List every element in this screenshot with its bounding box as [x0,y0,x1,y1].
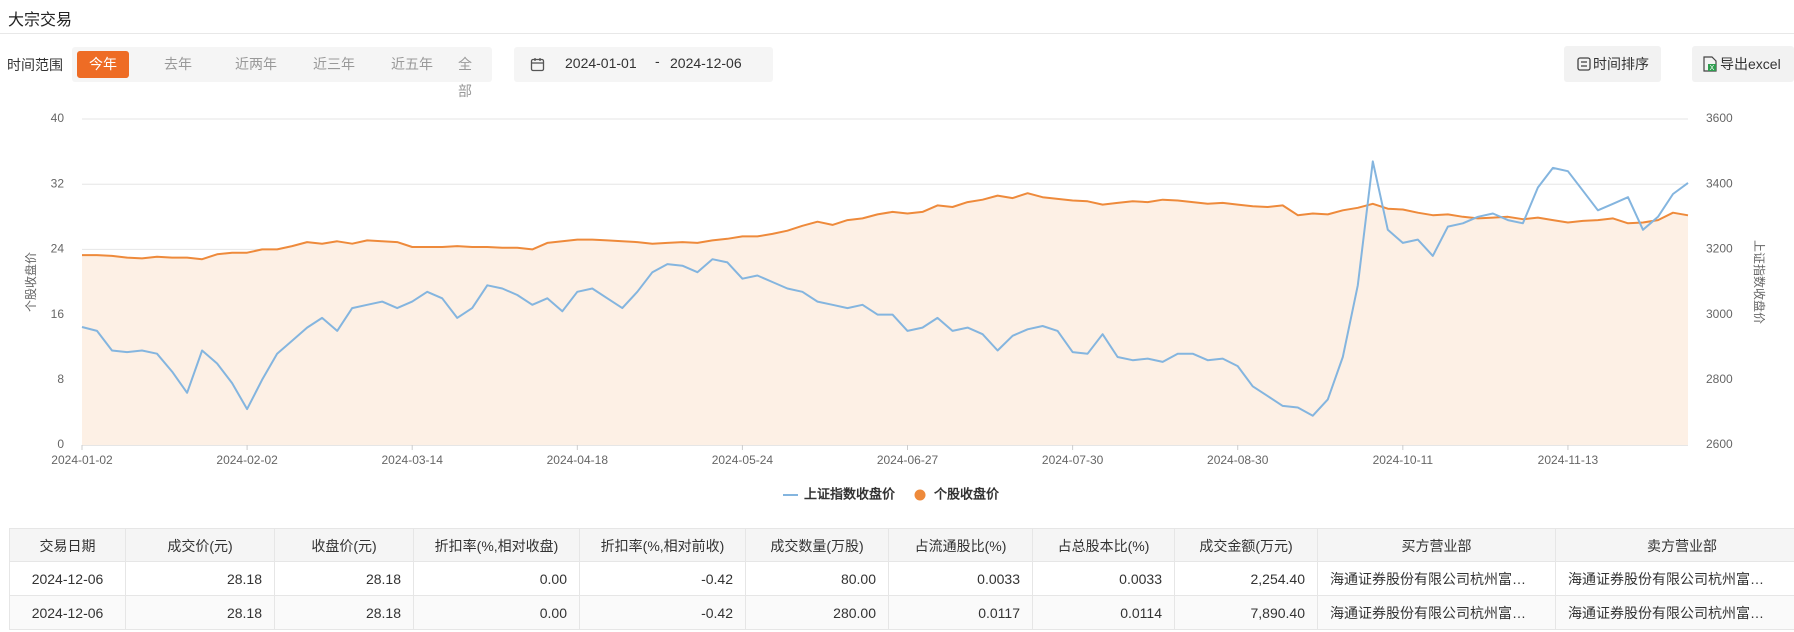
y-tick-label: 8 [57,372,64,386]
table-cell: 海通证券股份有限公司杭州富… [1318,562,1556,596]
x-tick-label: 2024-05-24 [712,453,774,467]
x-tick-label: 2024-02-02 [216,453,278,467]
range-options: 今年 去年 近两年 近三年 近五年 全部 [72,47,492,99]
column-header: 占流通股比(%) [889,528,1033,562]
svg-text:X: X [1710,65,1715,72]
y-axis-title: 个股收盘价 [23,252,38,312]
x-tick-label: 2024-06-27 [877,453,939,467]
page-title: 大宗交易 [8,12,73,29]
table-cell: -0.42 [580,596,746,630]
column-header: 折扣率(%,相对收盘) [414,528,580,562]
series-line [82,192,1689,261]
y-tick-label: 16 [51,307,65,321]
x-tick-label: 2024-01-02 [51,453,113,467]
excel-icon: X [1703,56,1717,72]
column-header: 交易日期 [9,528,126,562]
date-end: 2024-12-06 [670,55,742,71]
table-cell: 2,254.40 [1175,562,1318,596]
table-cell: 海通证券股份有限公司杭州富… [1556,562,1794,596]
table-cell: 7,890.40 [1175,596,1318,630]
x-tick-label: 2024-11-13 [1538,453,1599,467]
x-tick-label: 2024-03-14 [382,453,444,467]
table-cell: -0.42 [580,562,746,596]
column-header: 成交数量(万股) [746,528,889,562]
table-cell: 海通证券股份有限公司杭州富… [1556,596,1794,630]
column-header: 收盘价(元) [275,528,414,562]
filter-label: 时间范围 [7,57,63,73]
date-separator: - [655,53,660,69]
trade-table: 交易日期 成交价(元) 收盘价(元) 折扣率(%,相对收盘) 折扣率(%,相对前收) 成交… [9,528,1794,632]
y-tick-label: 24 [51,242,65,256]
range-option[interactable]: 近两年 [235,56,277,72]
table-cell: 0.0117 [889,596,1033,630]
column-header: 卖方营业部 [1556,528,1794,562]
calendar-icon [530,58,545,72]
table-cell: 0.0114 [1033,596,1175,630]
y2-tick-label: 2600 [1706,437,1733,451]
table-cell: 海通证券股份有限公司杭州富… [1318,596,1556,630]
sort-label: 时间排序 [1593,56,1649,72]
table-cell: 2024-12-06 [9,562,126,596]
table-cell: 0.0033 [889,562,1033,596]
table-cell: 0.00 [414,562,580,596]
column-header: 折扣率(%,相对前收) [580,528,746,562]
table-cell: 0.0033 [1033,562,1175,596]
range-option[interactable]: 近三年 [313,56,355,72]
legend-label: 个股收盘价 [933,486,1000,501]
table-cell: 280.00 [746,596,889,630]
table-cell: 2024-12-06 [9,596,126,630]
y2-tick-label: 3400 [1706,176,1733,190]
table-cell: 80.00 [746,562,889,596]
range-option[interactable]: 近五年 [391,56,433,72]
x-tick-label: 2024-04-18 [547,453,609,467]
y2-tick-label: 2800 [1706,372,1733,386]
column-header: 买方营业部 [1318,528,1556,562]
legend-label: 上证指数收盘价 [804,486,896,501]
y-tick-label: 0 [57,437,64,451]
y2-tick-label: 3200 [1706,242,1733,256]
series-line [81,160,1689,417]
area [82,193,1688,445]
column-header: 成交价(元) [126,528,275,562]
y-tick-label: 32 [51,176,65,190]
table-cell: 28.18 [126,596,275,630]
table-cell: 28.18 [275,596,414,630]
export-label: 导出excel [1720,56,1781,72]
table-cell: 0.00 [414,596,580,630]
divider [0,33,1794,34]
table-cell: 28.18 [126,562,275,596]
date-start: 2024-01-01 [565,55,637,71]
column-header: 占总股本比(%) [1033,528,1175,562]
range-option[interactable]: 今年 [77,51,129,78]
y-tick-label: 40 [51,111,65,125]
y2-tick-label: 3600 [1706,111,1733,125]
sort-icon [1577,57,1591,71]
x-tick-label: 2024-07-30 [1042,453,1104,467]
export-button[interactable]: X 导出excel [1692,46,1794,82]
column-header: 成交金额(万元) [1175,528,1318,562]
range-option[interactable]: 去年 [164,56,192,72]
date-range[interactable]: 2024-01-01 - 2024-12-06 [514,47,773,82]
range-option[interactable]: 全部 [458,56,472,99]
legend-marker [914,489,926,501]
y2-tick-label: 3000 [1706,307,1733,321]
y2-axis-title: 上证指数收盘价 [1752,240,1767,324]
chart: 0816243240260028003000320034003600个股收盘价上… [23,111,1767,501]
sort-button[interactable]: 时间排序 [1564,46,1661,82]
x-tick-label: 2024-08-30 [1207,453,1269,467]
x-tick-label: 2024-10-11 [1373,453,1434,467]
table-cell: 28.18 [275,562,414,596]
